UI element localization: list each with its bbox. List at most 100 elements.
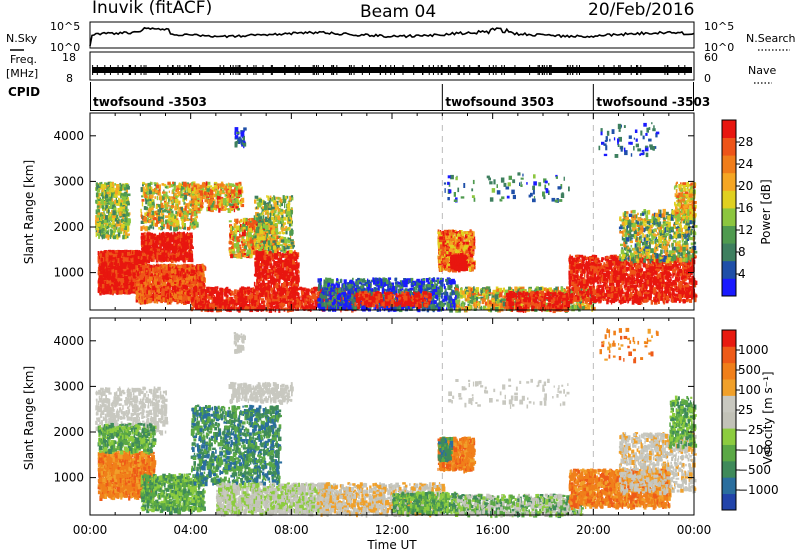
scatter-cell <box>98 234 100 239</box>
scatter-cell <box>163 224 165 227</box>
scatter-cell <box>170 300 171 305</box>
scatter-cell <box>168 182 170 184</box>
scatter-cell <box>97 205 100 207</box>
scatter-cell <box>121 265 125 268</box>
scatter-cell <box>109 201 111 204</box>
scatter-cell <box>101 184 104 189</box>
scatter-cell <box>107 192 110 194</box>
scatter-cell <box>158 295 161 300</box>
scatter-cell <box>189 201 191 204</box>
scatter-cell <box>143 247 146 251</box>
scatter-cell <box>183 233 185 237</box>
scatter-cell <box>147 295 148 299</box>
scatter-cell <box>115 250 118 253</box>
scatter-cell <box>152 290 154 293</box>
scatter-cell <box>147 213 149 217</box>
scatter-cell <box>168 268 171 271</box>
scatter-cell <box>116 187 120 191</box>
scatter-cell <box>175 211 177 214</box>
scatter-cell <box>174 285 176 290</box>
scatter-cell <box>191 273 195 275</box>
scatter-cell <box>103 273 105 277</box>
scatter-cell <box>124 218 127 223</box>
scatter-cell <box>159 271 161 275</box>
scatter-cell <box>148 183 151 186</box>
scatter-cell <box>98 197 100 199</box>
scatter-cell <box>122 235 125 239</box>
scatter-cell <box>121 224 125 228</box>
scatter-cell <box>143 256 146 261</box>
scatter-cell <box>188 240 190 243</box>
scatter-cell <box>149 254 151 256</box>
scatter-cell <box>176 220 179 225</box>
cpid-segment-label: twofsound 3503 <box>445 95 554 109</box>
scatter-cell <box>146 270 147 273</box>
scatter-cell <box>149 300 151 304</box>
scatter-cell <box>170 226 172 230</box>
scatter-cell <box>141 249 142 251</box>
scatter-cell <box>161 250 163 252</box>
scatter-cell <box>183 182 187 187</box>
scatter-cell <box>142 202 143 207</box>
scatter-cell <box>99 282 100 287</box>
scatter-cell <box>106 190 108 193</box>
scatter-cell <box>105 230 107 233</box>
scatter-cell <box>135 281 137 283</box>
power-panel: 4000300020001000 Slant Range [km] 282420… <box>22 113 773 313</box>
scatter-cell <box>112 198 114 202</box>
scatter-cell <box>188 188 191 192</box>
scatter-cell <box>133 289 136 291</box>
scatter-cell <box>145 200 147 205</box>
scatter-cell <box>197 283 198 286</box>
scatter-cell <box>195 281 197 284</box>
scatter-cell <box>152 199 154 202</box>
scatter-cell <box>179 232 180 235</box>
freq-label: Freq. <box>10 53 37 66</box>
scatter-cell <box>115 190 118 194</box>
scatter-cell <box>107 234 109 237</box>
scatter-cell <box>162 258 163 261</box>
scatter-cell <box>102 205 104 209</box>
scatter-cell <box>120 262 123 266</box>
scatter-cell <box>112 259 113 261</box>
scatter-cell <box>189 209 191 211</box>
scatter-cell <box>185 206 187 211</box>
scatter-cell <box>170 288 172 293</box>
figure: Inuvik (fitACF) Beam 04 20/Feb/2016 N.Sk… <box>0 0 800 554</box>
scatter-cell <box>114 228 116 233</box>
scatter-cell <box>136 287 138 291</box>
scatter-cell <box>174 282 176 284</box>
scatter-cell <box>157 196 158 200</box>
scatter-cell <box>194 276 196 280</box>
scatter-cell <box>173 276 176 280</box>
scatter-cell <box>131 258 134 263</box>
scatter-cell <box>159 233 160 238</box>
scatter-cell <box>174 269 176 274</box>
scatter-cell <box>170 222 173 226</box>
scatter-cell <box>125 230 126 235</box>
scatter-cell <box>191 279 193 282</box>
scatter-cell <box>175 237 177 240</box>
freq-trace <box>92 65 692 75</box>
scatter-cell <box>172 182 174 185</box>
scatter-cell <box>111 188 115 193</box>
scatter-cell <box>112 215 116 218</box>
scatter-cell <box>126 184 130 187</box>
scatter-cell <box>164 209 166 212</box>
scatter-cell <box>148 290 150 294</box>
scatter-cell <box>135 253 138 258</box>
scatter-cell <box>191 269 194 273</box>
scatter-cell <box>116 215 118 219</box>
scatter-cell <box>96 182 98 186</box>
scatter-cell <box>117 263 119 267</box>
scatter-cell <box>158 227 161 230</box>
scatter-cell <box>157 249 160 252</box>
scatter-cell <box>166 233 168 236</box>
scatter-cell <box>120 276 123 278</box>
scatter-cell <box>104 250 107 253</box>
scatter-cell <box>127 194 131 197</box>
scatter-cell <box>126 209 127 212</box>
scatter-cell <box>169 191 170 193</box>
scatter-cell <box>107 289 108 293</box>
scatter-cell <box>171 205 174 208</box>
